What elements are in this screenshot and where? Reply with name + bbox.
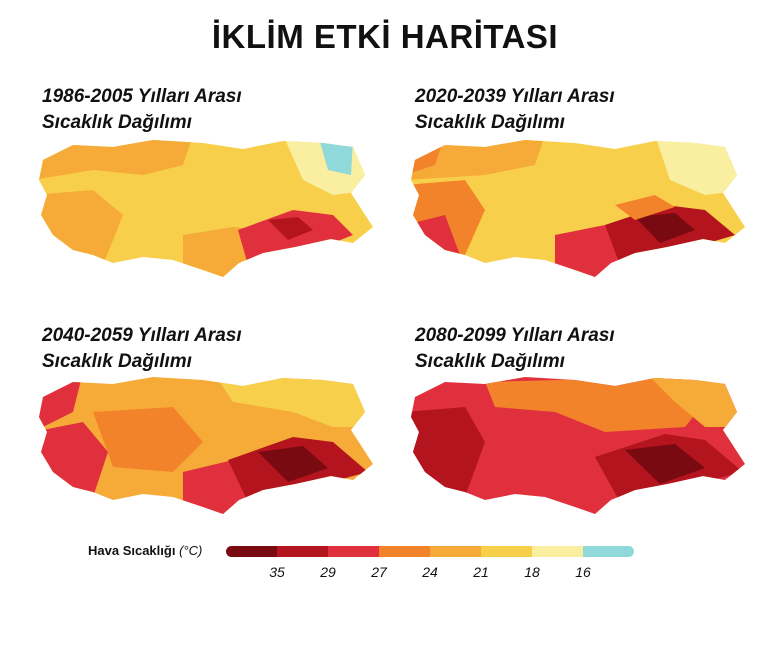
panel-title-4: 2080-2099 Yılları Arası Sıcaklık Dağılım… <box>415 323 615 375</box>
legend-tick-21: 21 <box>473 564 489 580</box>
panel-4-subtitle: Sıcaklık Dağılımı <box>415 351 565 372</box>
panel-title-1: 1986-2005 Yılları Arası Sıcaklık Dağılım… <box>42 84 242 136</box>
panel-title-3: 2040-2059 Yılları Arası Sıcaklık Dağılım… <box>42 323 242 375</box>
legend-swatch-8 <box>583 546 634 557</box>
turkey-map-2080-2099 <box>411 377 745 514</box>
panel-1-period: 1986-2005 Yılları Arası <box>42 86 242 107</box>
legend-tick-35: 35 <box>269 564 285 580</box>
legend-swatch-3 <box>328 546 379 557</box>
panel-4-period: 2080-2099 Yılları Arası <box>415 325 615 346</box>
legend-swatch-6 <box>481 546 532 557</box>
legend-swatch-2 <box>277 546 328 557</box>
panel-2-period: 2020-2039 Yılları Arası <box>415 86 615 107</box>
legend-tick-27: 27 <box>371 564 387 580</box>
panel-2-subtitle: Sıcaklık Dağılımı <box>415 112 565 133</box>
legend-tick-24: 24 <box>422 564 438 580</box>
legend-swatch-7 <box>532 546 583 557</box>
panel-3-subtitle: Sıcaklık Dağılımı <box>42 351 192 372</box>
panel-title-2: 2020-2039 Yılları Arası Sıcaklık Dağılım… <box>415 84 615 136</box>
legend-swatch-1 <box>226 546 277 557</box>
legend-label: Hava Sıcaklığı (°C) <box>88 543 202 558</box>
legend-tick-18: 18 <box>524 564 540 580</box>
turkey-map-2040-2059 <box>39 377 373 514</box>
legend-label-text: Hava Sıcaklığı <box>88 543 176 558</box>
legend-unit: (°C) <box>179 543 203 558</box>
legend-color-scale <box>226 546 634 557</box>
legend-tick-16: 16 <box>575 564 591 580</box>
legend-swatch-4 <box>379 546 430 557</box>
map-title: İKLİM ETKİ HARİTASI <box>211 18 559 55</box>
panel-3-period: 2040-2059 Yılları Arası <box>42 325 242 346</box>
panel-1-subtitle: Sıcaklık Dağılımı <box>42 112 192 133</box>
turkey-map-2020-2039 <box>411 140 745 277</box>
turkey-map-1986-2005 <box>39 140 373 277</box>
legend-swatch-5 <box>430 546 481 557</box>
legend-tick-29: 29 <box>320 564 336 580</box>
